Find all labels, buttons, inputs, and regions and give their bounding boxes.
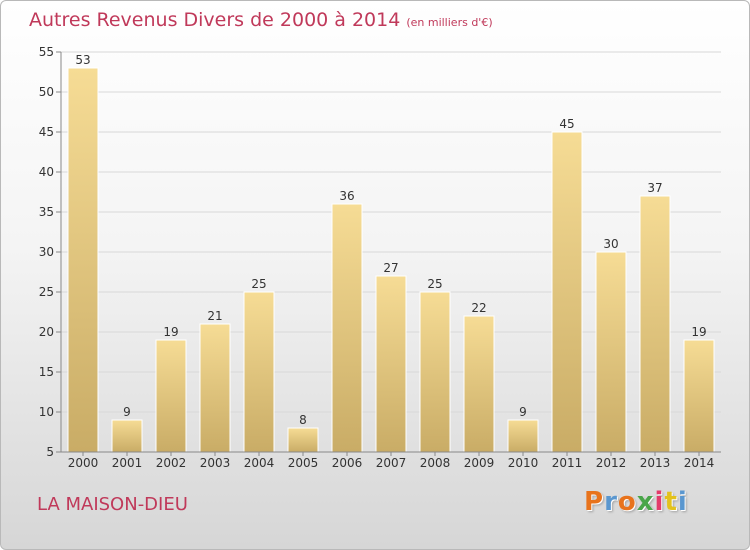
data-label-2010: 9 [519, 405, 527, 419]
data-label-2008: 25 [427, 277, 442, 291]
y-tick-label: 45 [39, 125, 54, 139]
logo-letter: o [617, 487, 637, 517]
y-tick-label: 10 [39, 405, 54, 419]
data-label-2001: 9 [123, 405, 131, 419]
bar-2001 [111, 419, 143, 453]
bar-2010 [507, 419, 539, 453]
data-label-2002: 19 [163, 325, 178, 339]
y-tick-label: 50 [39, 85, 54, 99]
bar-2005 [287, 427, 319, 453]
logo-letter: r [604, 487, 618, 517]
bar-2014 [683, 339, 715, 453]
data-label-2009: 22 [471, 301, 486, 315]
x-tick-label-2012: 2012 [596, 456, 627, 470]
data-label-2011: 45 [559, 117, 574, 131]
y-tick-label: 15 [39, 365, 54, 379]
data-label-2013: 37 [647, 181, 662, 195]
y-tick-label: 35 [39, 205, 54, 219]
logo-letter: x [636, 487, 655, 517]
bar-2002 [155, 339, 187, 453]
x-tick-label-2010: 2010 [508, 456, 539, 470]
x-tick-label-2011: 2011 [552, 456, 583, 470]
y-tick-label: 30 [39, 245, 54, 259]
data-label-2005: 8 [299, 413, 307, 427]
chart-title-block: Autres Revenus Divers de 2000 à 2014 (en … [29, 9, 493, 31]
bar-chart: 5 10 15 20 25 30 35 40 45 50 55 2000 2001 2002 2003 200… [39, 45, 721, 470]
bar-2000 [67, 67, 99, 453]
bar-2011 [551, 131, 583, 453]
x-tick-label-2008: 2008 [420, 456, 451, 470]
chart-subtitle: (en milliers d'€) [406, 16, 493, 29]
x-tick-label-2003: 2003 [200, 456, 231, 470]
y-tick-label: 40 [39, 165, 54, 179]
x-tick-label-2009: 2009 [464, 456, 495, 470]
x-tick-label-2006: 2006 [332, 456, 363, 470]
bar-2009 [463, 315, 495, 453]
y-tick-label: 20 [39, 325, 54, 339]
bar-2003 [199, 323, 231, 453]
data-label-2004: 25 [251, 277, 266, 291]
x-tick-label-2001: 2001 [112, 456, 143, 470]
logo-letter: i [677, 487, 688, 517]
x-tick-label-2002: 2002 [156, 456, 187, 470]
bar-2008 [419, 291, 451, 453]
data-label-2012: 30 [603, 237, 618, 251]
x-tick-label-2000: 2000 [68, 456, 99, 470]
x-tick-label-2013: 2013 [640, 456, 671, 470]
data-label-2006: 36 [339, 189, 354, 203]
x-tick-label-2004: 2004 [244, 456, 275, 470]
data-label-2007: 27 [383, 261, 398, 275]
y-tick-label: 55 [39, 45, 54, 59]
chart-title: Autres Revenus Divers de 2000 à 2014 [29, 9, 401, 31]
logo-letter: i [654, 487, 665, 517]
bar-2013 [639, 195, 671, 453]
proxiti-logo[interactable]: Proxiti [584, 487, 688, 517]
logo-letter: P [584, 487, 605, 517]
x-tick-label-2007: 2007 [376, 456, 407, 470]
data-label-2014: 19 [691, 325, 706, 339]
logo-letter: t [664, 487, 678, 517]
bar-2007 [375, 275, 407, 453]
x-tick-label-2005: 2005 [288, 456, 319, 470]
data-label-2003: 21 [207, 309, 222, 323]
bar-2004 [243, 291, 275, 453]
y-tick-label: 25 [39, 285, 54, 299]
bar-2012 [595, 251, 627, 453]
bar-2006 [331, 203, 363, 453]
location-name: LA MAISON-DIEU [37, 494, 188, 515]
x-tick-label-2014: 2014 [684, 456, 715, 470]
y-tick-label: 5 [46, 445, 54, 459]
data-label-2000: 53 [75, 53, 90, 67]
